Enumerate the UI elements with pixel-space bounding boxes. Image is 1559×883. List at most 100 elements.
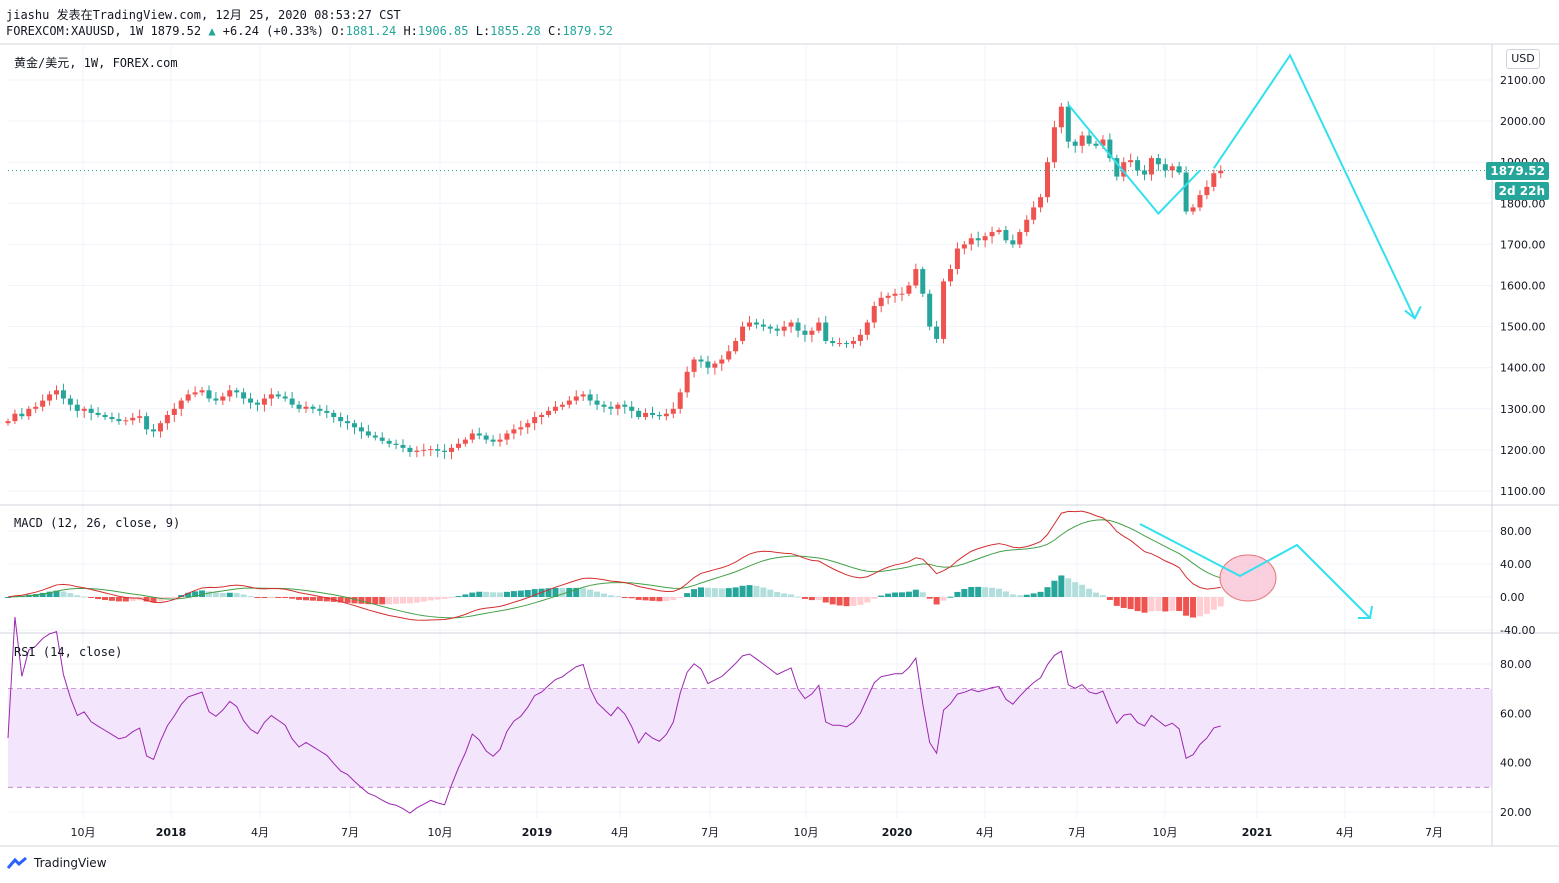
candle-body bbox=[1211, 173, 1217, 187]
candle-body bbox=[33, 406, 39, 409]
macd-histogram-bar bbox=[885, 593, 892, 597]
macd-histogram-bar bbox=[905, 591, 912, 597]
candle-body bbox=[989, 232, 995, 237]
macd-histogram-bar bbox=[171, 597, 178, 598]
candle-body bbox=[40, 400, 46, 407]
macd-histogram-bar bbox=[552, 587, 559, 597]
candle-body bbox=[580, 394, 586, 397]
macd-histogram-bar bbox=[656, 597, 663, 602]
candle-body bbox=[753, 322, 759, 325]
macd-histogram-bar bbox=[795, 596, 802, 598]
candle-body bbox=[289, 398, 295, 405]
candle-body bbox=[698, 359, 704, 362]
candle-body bbox=[504, 433, 510, 440]
candle-body bbox=[310, 406, 316, 409]
candle-body bbox=[178, 400, 184, 409]
macd-histogram-bar bbox=[365, 597, 372, 605]
candle-body bbox=[206, 390, 212, 399]
rsi-line bbox=[7, 617, 1221, 814]
candle-body bbox=[1038, 197, 1044, 208]
macd-histogram-bar bbox=[975, 586, 982, 597]
candle-body bbox=[802, 330, 808, 335]
candle-body bbox=[1086, 135, 1092, 144]
candle-body bbox=[102, 414, 108, 418]
candle-body bbox=[220, 396, 226, 401]
time-tick-label: 4月 bbox=[611, 826, 629, 839]
candle-body bbox=[864, 322, 870, 335]
macd-histogram-bar bbox=[386, 597, 393, 605]
candle-body bbox=[379, 437, 385, 441]
candle-body bbox=[483, 435, 489, 440]
macd-histogram-bar bbox=[878, 595, 885, 597]
macd-histogram-bar bbox=[372, 597, 379, 605]
macd-histogram-bar bbox=[677, 597, 684, 598]
candle-body bbox=[747, 322, 753, 327]
time-tick-label: 10月 bbox=[428, 826, 453, 839]
candle-body bbox=[663, 413, 669, 417]
macd-histogram-bar bbox=[663, 597, 670, 602]
candle-body bbox=[1017, 232, 1023, 245]
candle-body bbox=[317, 408, 323, 411]
macd-histogram-bar bbox=[621, 597, 628, 598]
macd-histogram-bar bbox=[164, 597, 171, 600]
macd-histogram-bar bbox=[497, 592, 504, 597]
macd-histogram-bar bbox=[1148, 597, 1155, 612]
candle-body bbox=[1051, 127, 1057, 163]
candle-body bbox=[837, 343, 843, 345]
candle-body bbox=[705, 361, 711, 368]
time-tick-label: 10月 bbox=[1153, 826, 1178, 839]
time-tick-label: 2018 bbox=[156, 826, 187, 839]
candle-body bbox=[95, 412, 101, 415]
macd-histogram-bar bbox=[81, 596, 88, 598]
candle-body bbox=[185, 394, 191, 401]
macd-histogram-bar bbox=[892, 592, 899, 597]
candle-body bbox=[88, 408, 94, 413]
macd-histogram-bar bbox=[400, 597, 407, 604]
macd-histogram-bar bbox=[1120, 597, 1127, 608]
currency-button[interactable]: USD bbox=[1506, 49, 1540, 69]
macd-histogram-bar bbox=[531, 589, 538, 597]
rsi-tick-label: 80.00 bbox=[1500, 658, 1532, 671]
candle-body bbox=[26, 408, 32, 417]
macd-histogram-bar bbox=[1203, 597, 1210, 614]
macd-histogram-bar bbox=[836, 597, 843, 606]
tradingview-logo[interactable]: TradingView bbox=[6, 856, 107, 870]
candle-body bbox=[1204, 186, 1210, 196]
candle-body bbox=[712, 363, 718, 368]
macd-tick-label: 80.00 bbox=[1500, 525, 1532, 538]
macd-histogram-bar bbox=[53, 590, 60, 597]
candle-body bbox=[552, 406, 558, 411]
candle-body bbox=[199, 390, 205, 393]
candle-body bbox=[241, 392, 247, 399]
candle-body bbox=[559, 404, 565, 407]
macd-histogram-bar bbox=[1106, 597, 1113, 600]
candle-body bbox=[823, 322, 829, 341]
author-line: jiashu 发表在TradingView.com, 12月 25, 2020 … bbox=[6, 8, 401, 22]
macd-histogram-bar bbox=[1058, 575, 1065, 597]
highlight-ellipse bbox=[1219, 554, 1277, 602]
time-tick-label: 7月 bbox=[701, 826, 719, 839]
candle-body bbox=[109, 417, 115, 420]
candle-body bbox=[137, 416, 143, 418]
candle-body bbox=[934, 326, 940, 339]
macd-tick-label: 0.00 bbox=[1500, 591, 1525, 604]
macd-histogram-bar bbox=[739, 585, 746, 597]
candle-body bbox=[677, 392, 683, 409]
macd-histogram-bar bbox=[732, 587, 739, 597]
macd-histogram-bar bbox=[698, 587, 704, 597]
candle-body bbox=[254, 402, 260, 405]
macd-histogram-bar bbox=[323, 597, 330, 602]
macd-histogram-bar bbox=[919, 592, 926, 597]
candle-body bbox=[656, 414, 662, 417]
countdown-tag: 2d 22h bbox=[1494, 182, 1549, 200]
macd-histogram-bar bbox=[1086, 588, 1093, 597]
candle-body bbox=[518, 427, 524, 430]
candle-body bbox=[1162, 164, 1168, 171]
rsi-tick-label: 40.00 bbox=[1500, 757, 1532, 770]
candle-body bbox=[282, 396, 288, 399]
time-tick-label: 7月 bbox=[1068, 826, 1086, 839]
macd-histogram-bar bbox=[143, 597, 150, 602]
macd-histogram-bar bbox=[1099, 595, 1106, 597]
candle-body bbox=[67, 398, 73, 405]
